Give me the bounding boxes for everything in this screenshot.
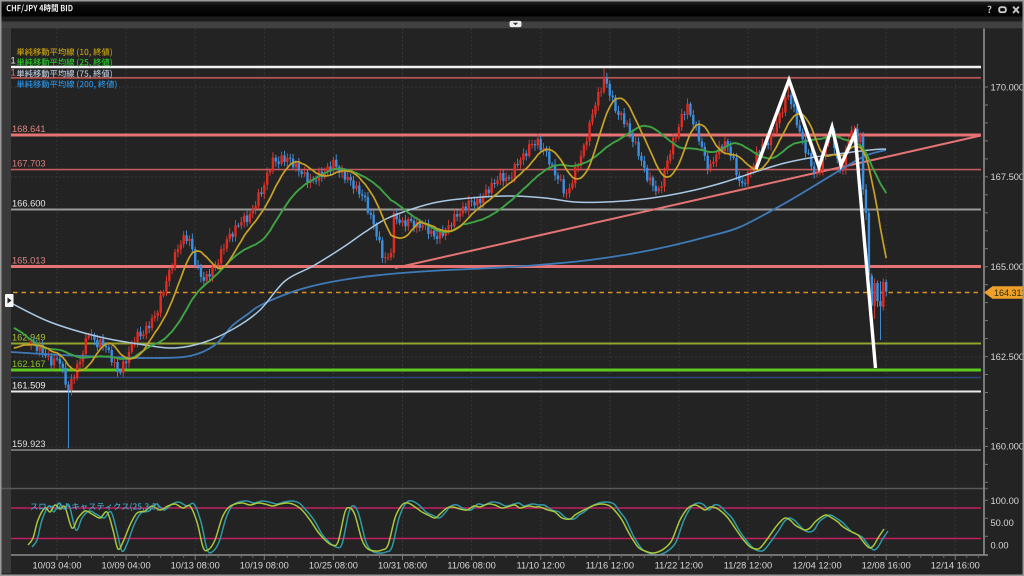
svg-text:100.00: 100.00 [991, 496, 1019, 506]
svg-text:162.500: 162.500 [991, 352, 1024, 362]
svg-text:12/08 16:00: 12/08 16:00 [862, 561, 911, 571]
svg-text:10/13 08:00: 10/13 08:00 [171, 561, 220, 571]
svg-text:167.703: 167.703 [12, 158, 46, 168]
svg-text:11/10 12:00: 11/10 12:00 [516, 561, 564, 571]
svg-text:168.641: 168.641 [12, 124, 46, 134]
svg-text:162.167: 162.167 [12, 359, 46, 369]
svg-text:11/06 08:00: 11/06 08:00 [447, 561, 495, 571]
svg-text:12/14 16:00: 12/14 16:00 [931, 561, 980, 571]
svg-text:165.000: 165.000 [991, 262, 1024, 272]
svg-text:10/31 08:00: 10/31 08:00 [378, 561, 427, 571]
svg-text:159.923: 159.923 [12, 439, 46, 449]
svg-text:50.00: 50.00 [991, 518, 1014, 528]
svg-text:10/03 04:00: 10/03 04:00 [32, 561, 81, 571]
svg-text:10/19 08:00: 10/19 08:00 [240, 561, 289, 571]
svg-text:11/22 12:00: 11/22 12:00 [655, 561, 703, 571]
svg-text:10/09 04:00: 10/09 04:00 [102, 561, 151, 571]
svg-text:11/28 12:00: 11/28 12:00 [724, 561, 772, 571]
svg-text:164.311: 164.311 [994, 288, 1024, 298]
svg-text:165.013: 165.013 [12, 255, 46, 265]
svg-text:0.00: 0.00 [991, 541, 1009, 551]
svg-text:12/04 12:00: 12/04 12:00 [793, 561, 842, 571]
svg-text:10/25 08:00: 10/25 08:00 [309, 561, 358, 571]
svg-text:1: 1 [11, 68, 16, 78]
svg-text:166.600: 166.600 [12, 198, 46, 208]
svg-text:161.509: 161.509 [12, 380, 46, 390]
svg-text:11/16 12:00: 11/16 12:00 [586, 561, 634, 571]
svg-text:1: 1 [11, 56, 16, 66]
svg-text:170.000: 170.000 [991, 82, 1024, 92]
svg-text:167.500: 167.500 [991, 172, 1024, 182]
svg-text:160.000: 160.000 [991, 442, 1024, 452]
